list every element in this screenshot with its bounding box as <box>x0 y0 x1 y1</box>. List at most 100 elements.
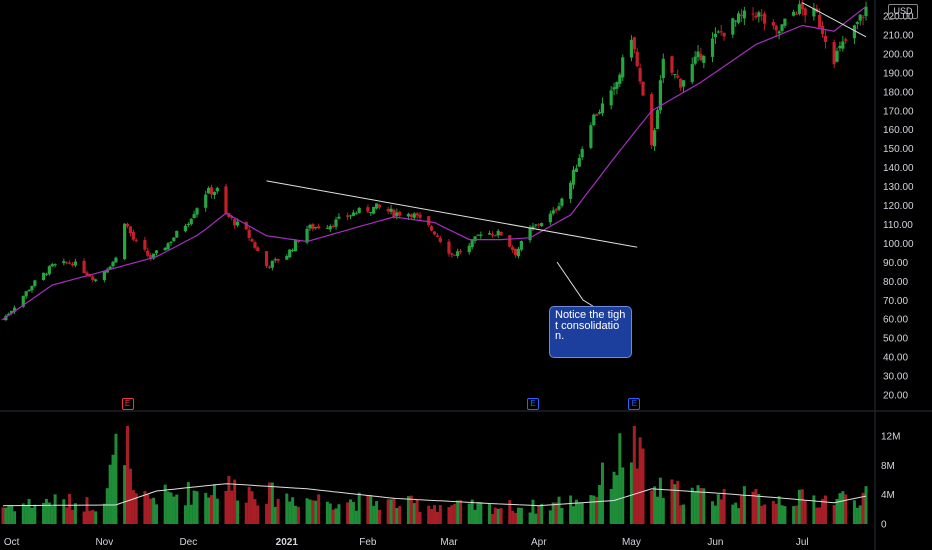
candle-body <box>389 208 393 212</box>
volume-bar <box>696 485 700 524</box>
candle-body <box>357 207 361 213</box>
candle-body <box>30 285 34 291</box>
volume-bar <box>595 496 599 524</box>
candle-body <box>574 168 579 172</box>
volume-bar <box>713 505 717 524</box>
candle-body <box>447 241 451 254</box>
candle-body <box>172 237 176 241</box>
currency-badge: USD <box>888 4 918 19</box>
volume-bar <box>10 505 14 524</box>
volume-bar <box>864 486 868 524</box>
candle-body <box>676 75 680 78</box>
volume-bar <box>273 506 277 524</box>
candle-body <box>183 225 188 232</box>
earnings-marker[interactable]: E <box>121 398 134 410</box>
candle-body <box>797 4 801 14</box>
candle-body <box>68 262 72 264</box>
volume-bar <box>108 464 112 524</box>
candle-body <box>50 264 54 267</box>
volume-bar <box>91 509 95 524</box>
candle-body <box>528 227 532 241</box>
volume-bar <box>331 509 335 524</box>
volume-bar <box>42 502 46 524</box>
candle-body <box>305 228 309 243</box>
candle-body <box>331 226 335 228</box>
volume-bar <box>548 510 552 524</box>
volume-bar <box>676 480 680 524</box>
candle-body <box>369 212 373 214</box>
volume-bar <box>427 505 431 524</box>
candle-body <box>736 13 741 23</box>
candle-body <box>470 240 474 248</box>
candle-body <box>754 15 758 18</box>
volume-bar <box>1 507 5 524</box>
volume-bar <box>47 502 51 524</box>
volume-bar <box>82 511 86 524</box>
trendline-1[interactable] <box>266 180 638 248</box>
candle-body <box>1 319 5 321</box>
candle-body <box>818 14 822 28</box>
candle-body <box>189 218 193 225</box>
time-tick-label: May <box>622 537 641 548</box>
volume-bar <box>85 497 89 524</box>
candle-body <box>673 74 677 76</box>
candle-body <box>783 18 787 26</box>
volume-bar <box>554 502 558 524</box>
volume-bar <box>357 492 361 524</box>
candle-body <box>812 8 816 17</box>
candle-body <box>681 80 686 87</box>
volume-bar <box>192 490 196 524</box>
trendline-2[interactable] <box>802 2 867 38</box>
volume-bar <box>589 495 593 524</box>
volume-bar <box>600 462 604 524</box>
candle-body <box>412 213 416 218</box>
price-tick-label: 90.00 <box>883 258 908 269</box>
candle-body <box>21 295 25 307</box>
candle-body <box>186 223 190 225</box>
volume-bar <box>658 477 662 524</box>
volume-bar <box>105 488 109 524</box>
volume-bar <box>435 511 439 524</box>
candle-body <box>377 204 382 208</box>
volume-bar <box>739 495 743 524</box>
price-tick-label: 80.00 <box>883 277 908 288</box>
candle-body <box>33 280 37 286</box>
candle-body <box>731 18 735 35</box>
volume-bar <box>195 491 199 524</box>
candle-body <box>453 254 457 256</box>
volume-bar <box>230 490 234 524</box>
volume-bar <box>418 511 422 524</box>
earnings-marker[interactable]: E <box>628 398 641 410</box>
volume-bar <box>473 509 477 524</box>
candle-body <box>450 253 454 255</box>
candle-body <box>699 54 703 61</box>
candle-body <box>760 14 764 16</box>
candle-body <box>516 248 521 257</box>
volume-bar <box>812 495 816 524</box>
volume-bar <box>858 505 862 524</box>
volume-bar <box>737 508 741 524</box>
candle-body <box>548 213 552 223</box>
candle-body <box>65 262 69 264</box>
annotation-callout[interactable]: Notice the tight consolidation. <box>549 306 632 358</box>
volume-bar <box>152 497 156 524</box>
candle-body <box>661 58 665 79</box>
volume-bar <box>73 503 77 524</box>
candle-body <box>53 264 57 266</box>
volume-bar <box>783 506 787 524</box>
volume-bar <box>653 486 657 524</box>
volume-bar <box>682 504 686 524</box>
candle-body <box>551 210 555 214</box>
volume-bar <box>351 502 355 524</box>
earnings-marker[interactable]: E <box>526 398 539 410</box>
volume-bar <box>797 489 801 524</box>
candle-body <box>609 90 613 106</box>
time-tick-label: Oct <box>4 537 20 548</box>
candle-body <box>267 266 272 268</box>
candle-body <box>47 266 51 275</box>
volume-bar <box>734 502 738 524</box>
volume-bar <box>154 504 158 524</box>
candle-body <box>621 57 625 78</box>
volume-bar <box>569 495 573 524</box>
